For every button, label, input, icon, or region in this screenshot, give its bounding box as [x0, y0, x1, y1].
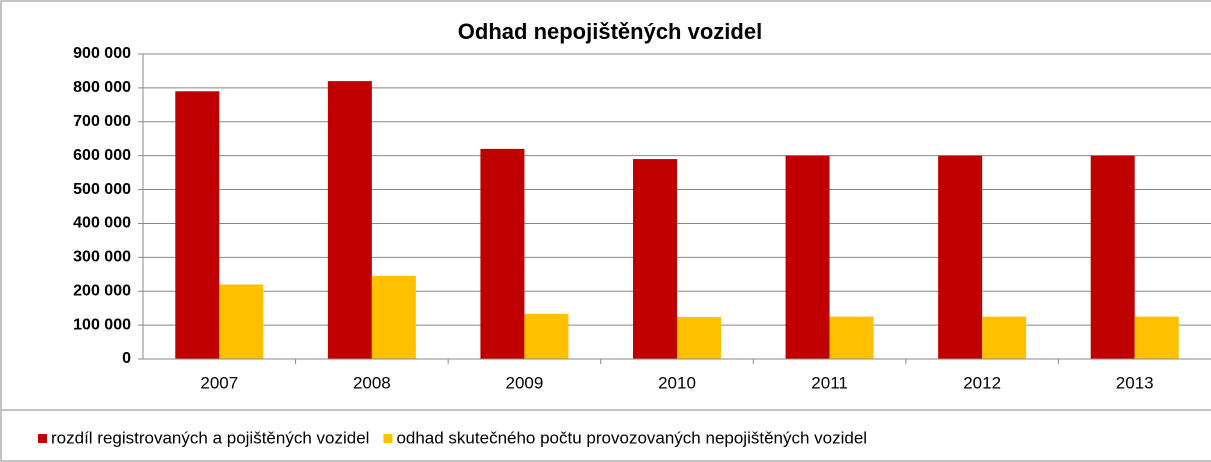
bar: [677, 316, 721, 359]
bar: [371, 275, 416, 359]
chart-title: Odhad nepojištěných vozidel: [458, 19, 762, 44]
bar: [175, 91, 220, 360]
x-tick-label: 2009: [506, 373, 544, 392]
y-tick-label: 600 000: [73, 147, 131, 164]
y-tick-label: 500 000: [73, 181, 131, 198]
y-tick-label: 300 000: [73, 249, 131, 266]
bar: [829, 316, 874, 359]
y-tick-label: 700 000: [73, 113, 131, 130]
y-tick-label: 100 000: [73, 316, 131, 333]
x-tick-label: 2011: [811, 373, 848, 392]
bar: [327, 81, 372, 359]
x-tick-label: 2008: [353, 373, 391, 392]
legend-label: rozdíl registrovaných a pojištěných vozi…: [51, 428, 369, 447]
y-tick-label: 400 000: [73, 215, 131, 232]
y-tick-label: 900 000: [73, 45, 131, 62]
bar: [219, 284, 264, 359]
x-tick-label: 2010: [658, 373, 696, 392]
bar: [785, 155, 830, 359]
bar: [1090, 155, 1135, 359]
legend-label: odhad skutečného počtu provozovaných nep…: [396, 428, 867, 447]
bar: [480, 148, 525, 359]
y-tick-label: 800 000: [73, 79, 131, 96]
legend-swatch: [38, 434, 47, 443]
bar: [982, 316, 1027, 359]
bar: [1134, 316, 1179, 359]
y-tick-label: 0: [122, 350, 131, 367]
x-tick-label: 2012: [963, 373, 1001, 392]
bar: [633, 159, 677, 359]
bar: [524, 313, 569, 359]
bar: [938, 155, 983, 359]
y-tick-label: 200 000: [73, 282, 131, 299]
x-tick-label: 2007: [200, 373, 238, 392]
legend-swatch: [383, 434, 393, 443]
x-tick-label: 2013: [1116, 373, 1154, 392]
